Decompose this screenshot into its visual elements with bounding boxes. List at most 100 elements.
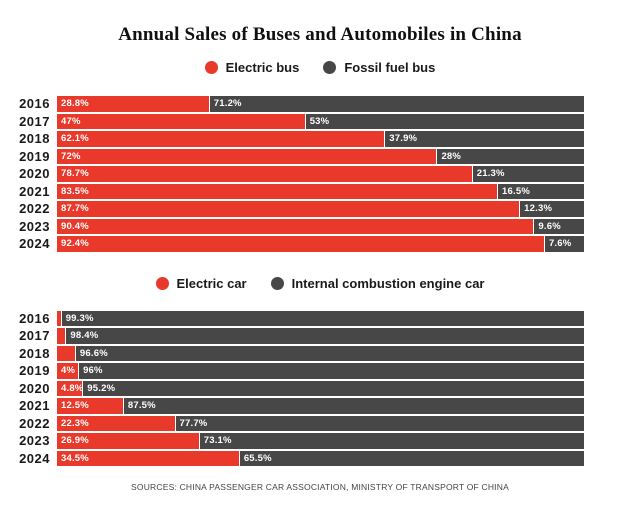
stacked-bar: 47% 53% [57,113,584,129]
fossil-segment: 65.5% [238,450,584,466]
stacked-bar: 90.4% 9.6% [57,218,584,234]
fossil-segment: 98.4% [65,328,584,344]
legend-label: Internal combustion engine car [291,275,485,291]
legend-item: Electric car [155,276,247,291]
stacked-bar: 99.3% [57,310,584,326]
electric-segment: 4% [57,363,79,379]
electric-segment: 47% [57,113,305,129]
electric-segment: 92.4% [57,236,544,252]
bar-row: 2019 4% 96% [0,363,640,379]
stacked-bar: 4% 96% [57,363,584,379]
value-label: 92.4% [61,238,89,249]
electric-segment: 28.8% [57,96,209,112]
year-label: 2019 [19,363,50,378]
fossil-segment: 95.2% [82,380,584,396]
bar-row: 2019 72% 28% [0,148,640,164]
value-label: 78.7% [61,168,89,179]
bar-row: 2022 22.3% 77.7% [0,415,640,431]
value-label: 95.2% [87,382,116,394]
electric-segment [57,345,75,361]
stacked-bar: 78.7% 21.3% [57,166,584,182]
bus-chart-legend: Electric bus Fossil fuel bus [0,60,640,75]
year-label: 2016 [19,310,50,326]
legend-dot-icon [155,276,169,290]
value-label: 72% [61,150,81,162]
electric-segment: 34.5% [57,450,239,466]
value-label: 83.5% [61,185,89,197]
stacked-bar: 96.6% [57,345,584,361]
bar-row: 2020 4.8% 95.2% [0,380,640,396]
bar-row: 2020 78.7% 21.3% [0,166,640,182]
legend-dot-icon [204,61,218,74]
value-label: 16.5% [502,185,530,197]
year-label: 2019 [19,148,50,164]
fossil-segment: 77.7% [174,415,584,431]
fossil-segment: 87.5% [122,398,584,414]
fossil-segment: 37.9% [384,131,584,147]
value-label: 7.6% [548,238,572,249]
legend-label: Fossil fuel bus [344,60,436,75]
stacked-bar: 83.5% 16.5% [57,183,584,199]
legend-item: Internal combustion engine car [270,275,485,291]
value-label: 34.5% [61,452,89,464]
electric-segment: 26.9% [57,433,199,449]
stacked-bar: 72% 28% [57,148,584,164]
value-label: 87.5% [127,400,156,411]
bar-row: 2018 62.1% 37.9% [0,131,640,147]
value-label: 47% [61,115,81,127]
year-label: 2023 [19,218,50,234]
electric-segment [57,328,66,344]
year-label: 2024 [19,450,50,466]
value-label: 9.6% [538,220,561,232]
bar-row: 2016 28.8% 71.2% [0,96,640,112]
electric-segment: 22.3% [57,415,175,431]
bar-row: 2018 96.6% [0,345,640,361]
year-label: 2022 [19,201,50,216]
page-title: Annual Sales of Buses and Automobiles in… [118,24,522,45]
year-label: 2016 [19,96,50,111]
fossil-segment: 73.1% [198,433,584,449]
stacked-bar: 28.8% 71.2% [57,96,584,112]
legend-item: Fossil fuel bus [323,60,435,75]
fossil-segment: 16.5% [497,183,584,199]
legend-item: Electric bus [204,60,299,75]
value-label: 96.6% [79,347,108,359]
stacked-bar: 62.1% 37.9% [57,131,584,147]
bus-chart: 2016 28.8% 71.2% 2017 47% 53% 2018 62.1% 37.9% 20… [0,96,640,252]
car-chart-section: Electric car Internal combustion engine c… [0,276,640,466]
sources-footer: SOURCES: CHINA PASSENGER CAR ASSOCIATION… [131,482,509,492]
year-label: 2018 [19,345,50,361]
value-label: 90.4% [61,220,89,232]
fossil-segment: 99.3% [60,310,584,326]
value-label: 71.2% [213,98,242,109]
electric-segment: 62.1% [57,131,385,147]
year-label: 2024 [19,236,50,251]
fossil-segment: 7.6% [543,236,584,252]
bar-row: 2021 83.5% 16.5% [0,183,640,199]
stacked-bar: 26.9% 73.1% [57,433,584,449]
electric-segment: 78.7% [57,166,472,182]
value-label: 53% [309,115,330,127]
value-label: 28.8% [61,98,89,109]
fossil-segment: 96% [78,363,584,379]
car-chart-legend: Electric car Internal combustion engine c… [0,276,640,291]
stacked-bar: 12.5% 87.5% [57,398,584,414]
value-label: 12.3% [524,203,553,214]
fossil-segment: 53% [304,113,584,129]
bar-row: 2023 90.4% 9.6% [0,218,640,234]
year-label: 2021 [19,183,50,199]
value-label: 4.8% [61,382,84,394]
fossil-segment: 28% [436,148,584,164]
value-label: 4% [61,365,76,376]
value-label: 99.3% [65,312,94,324]
stacked-bar: 22.3% 77.7% [57,415,584,431]
bar-row: 2017 47% 53% [0,113,640,129]
electric-segment: 90.4% [57,218,534,234]
value-label: 98.4% [70,330,99,341]
year-label: 2020 [19,380,50,396]
stacked-bar: 34.5% 65.5% [57,450,584,466]
value-label: 28% [441,150,462,162]
bar-row: 2016 99.3% [0,310,640,326]
bar-row: 2024 34.5% 65.5% [0,450,640,466]
car-chart: 2016 99.3% 2017 98.4% 2018 96.6% 2019 4% 96% 2020… [0,310,640,466]
